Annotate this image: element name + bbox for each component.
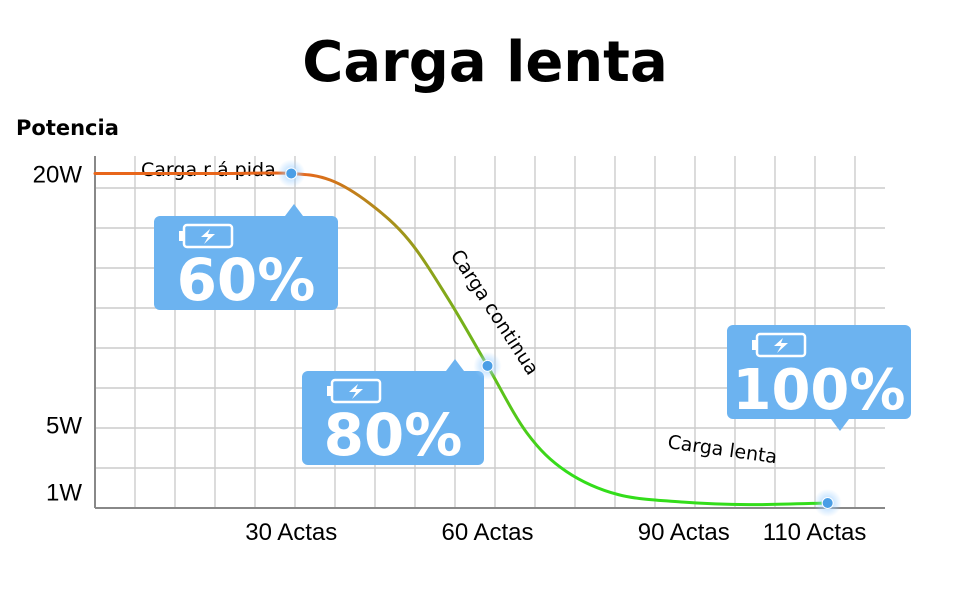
callout-percent: 80% [324,401,463,469]
x-tick-label: 30 Actas [245,519,337,546]
callout-box [154,216,338,310]
callout-pointer [831,419,849,431]
lightning-icon [349,384,363,399]
y-tick-label: 20W [33,161,83,188]
battery-icon-terminal [179,231,184,241]
y-tick-label: 1W [46,479,82,506]
y-axis-label: Potencia [16,116,119,140]
x-tick-label: 110 Actas [763,519,867,546]
data-point-marker [285,167,298,180]
data-point-marker [481,359,494,372]
data-point-marker [821,496,834,509]
lightning-icon [774,338,788,353]
callout-box [302,371,484,465]
axes [94,156,885,509]
callout-percent: 100% [732,358,905,423]
battery-icon-terminal [327,386,332,396]
callout-pointer [446,359,464,371]
lightning-icon [201,229,215,244]
callout-100%: 100% [727,325,911,431]
x-tick-label: 60 Actas [441,519,533,546]
annotation-slow-charge: Carga lenta [666,431,778,468]
x-tick-label: 90 Actas [638,519,730,546]
callout-percent: 60% [177,246,316,314]
chart-title: Carga lenta [302,30,668,95]
callout-80%: 80% [302,359,484,469]
series-line [93,171,830,507]
y-tick-label: 5W [46,412,82,439]
callout-pointer [285,204,303,216]
ticks: 30 Actas 60 Actas 90 Actas 110 Actas 20W 5W 1W [33,161,867,546]
callout-box [727,325,911,419]
callout-60%: 60% [154,204,338,314]
battery-icon-terminal [752,340,757,350]
annotation-fast-charge: Carga r á pida [141,159,276,181]
